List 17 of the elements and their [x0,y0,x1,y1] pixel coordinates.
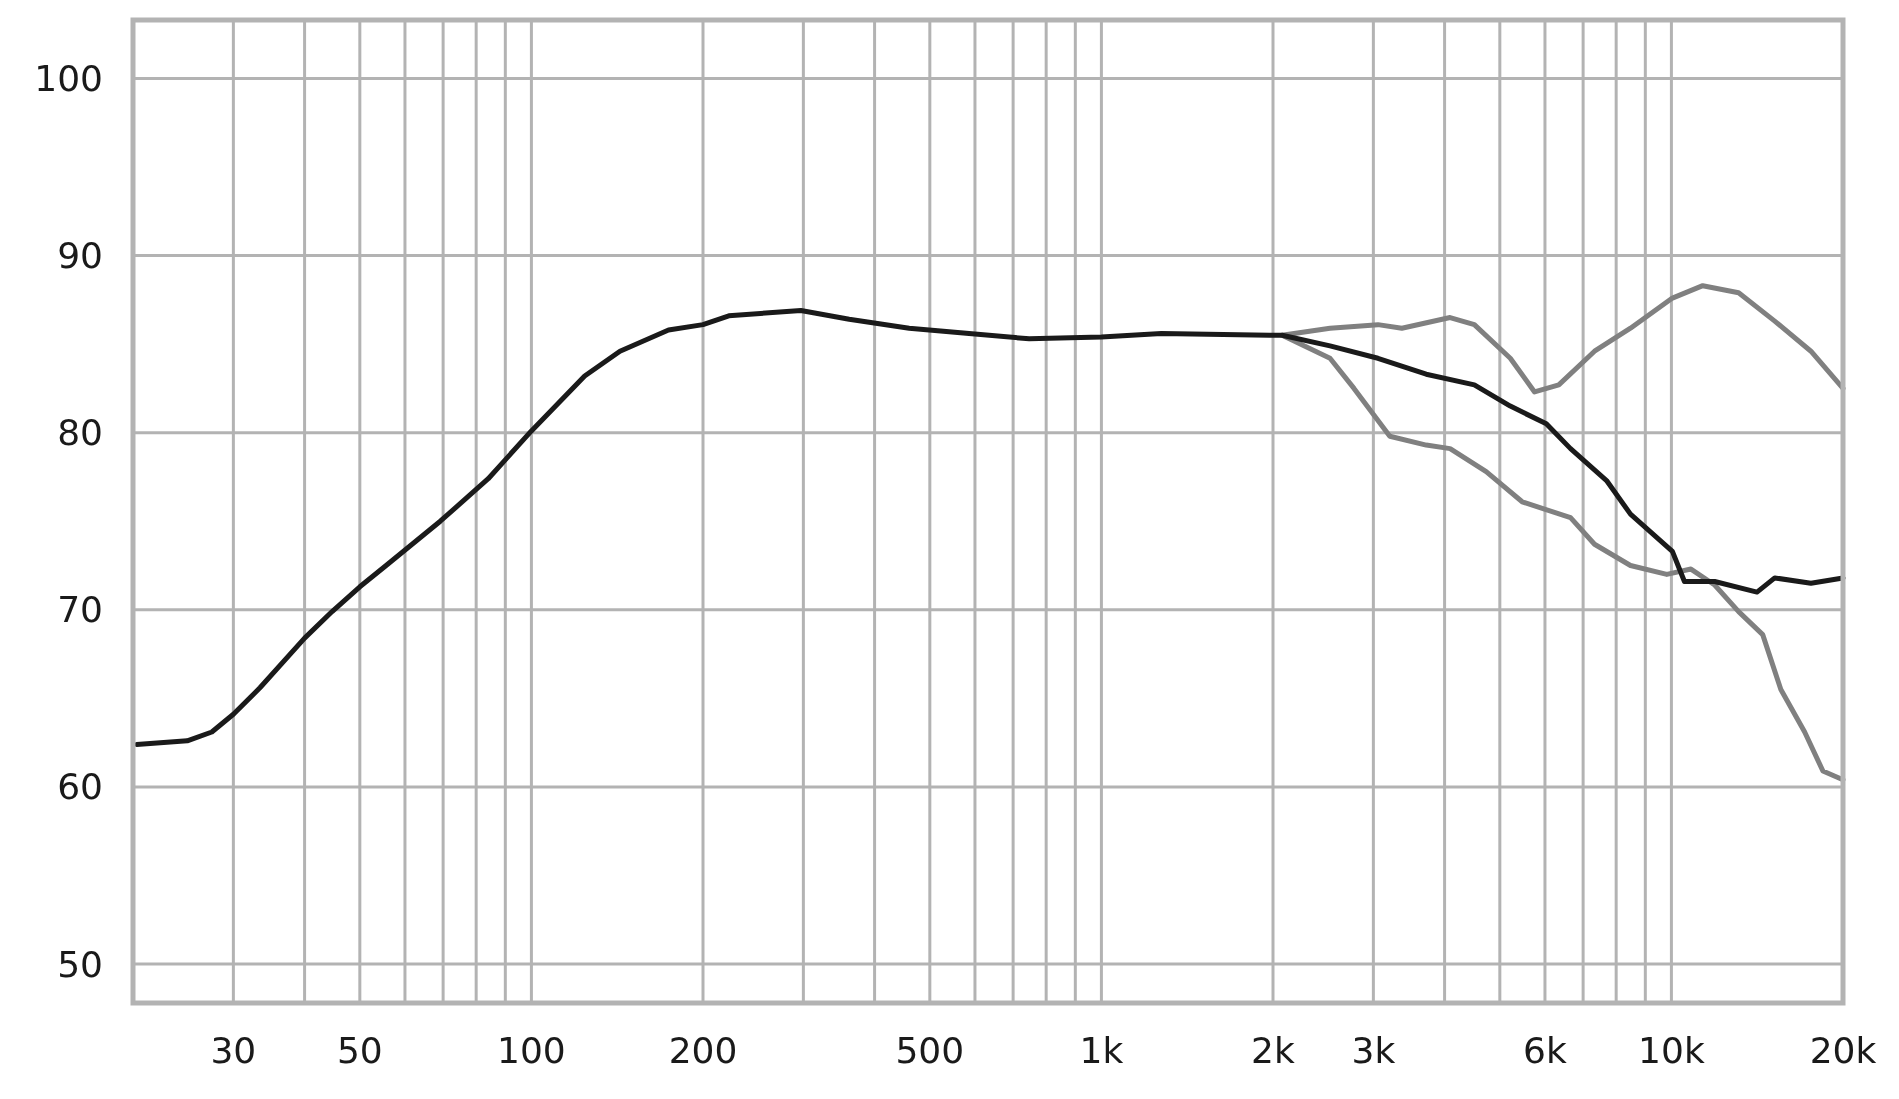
x-tick-label: 2k [1251,1030,1296,1071]
y-tick-label: 60 [57,766,103,808]
x-tick-label: 6k [1523,1030,1567,1071]
x-tick-label: 30 [210,1030,257,1071]
x-tick-label: 1k [1079,1030,1124,1071]
x-tick-label: 100 [497,1030,566,1071]
x-tick-label: 3k [1351,1030,1396,1071]
y-tick-label: 90 [57,235,103,277]
y-tick-label: 100 [34,57,103,99]
x-tick-label: 20k [1809,1030,1877,1071]
y-tick-label: 80 [57,412,103,454]
y-tick-label: 50 [57,943,103,985]
x-tick-label: 200 [668,1030,738,1071]
x-tick-label: 10k [1638,1030,1705,1071]
x-tick-label: 500 [895,1030,965,1071]
y-tick-label: 70 [57,589,103,631]
x-tick-label: 50 [336,1030,383,1071]
